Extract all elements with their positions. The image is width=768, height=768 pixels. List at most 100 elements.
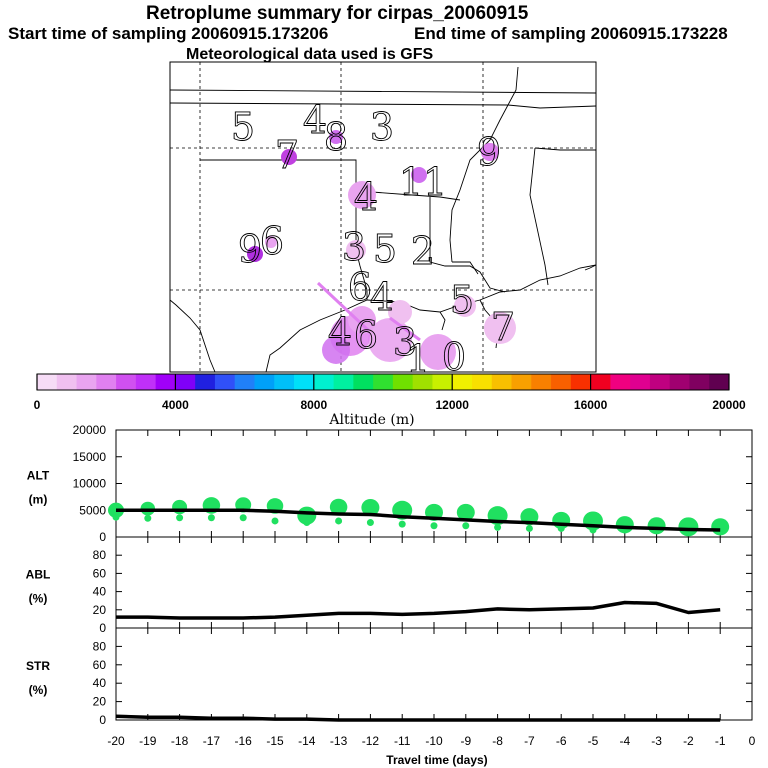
- colorbar-segment: [195, 374, 216, 390]
- plume-day-number: 5: [373, 227, 397, 271]
- plume-day-number: 3: [393, 320, 417, 364]
- plume-circle: [368, 318, 412, 362]
- plume-day-number: 4: [303, 98, 327, 142]
- colorbar-segment: [709, 374, 730, 390]
- altitude-lower-point: [271, 517, 279, 525]
- plume-day-number: 3: [342, 225, 366, 269]
- colorbar-segment: [135, 374, 157, 390]
- chart-title: Retroplume summary for cirpas_20060915: [146, 3, 529, 24]
- y-tick-label: 40: [93, 585, 107, 599]
- altitude-lower-point: [366, 519, 374, 527]
- panel-ylabel: ALT: [27, 469, 50, 483]
- colorbar-segment: [234, 374, 255, 390]
- plume-circle: [265, 236, 277, 248]
- x-tick-label: -16: [235, 734, 253, 748]
- x-tick-label: -10: [425, 734, 443, 748]
- plume-day-number: 9: [477, 130, 501, 174]
- x-tick-label: -5: [588, 734, 599, 748]
- plume-day-number: 4: [370, 275, 394, 319]
- plume-circle: [388, 300, 412, 324]
- panel-ylabel: STR: [26, 659, 50, 673]
- colorbar-segment: [155, 374, 176, 390]
- colorbar-segment: [432, 374, 453, 390]
- x-tick-label: -20: [107, 734, 125, 748]
- colorbar-segment: [116, 374, 137, 390]
- plume-day-number: 6: [354, 313, 378, 357]
- y-tick-label: 15000: [73, 450, 107, 464]
- x-tick-label: -14: [298, 734, 316, 748]
- altitude-upper-point: [456, 503, 475, 521]
- plume-day-number: 5: [231, 105, 255, 149]
- colorbar-segment: [373, 374, 394, 390]
- colorbar-segment: [551, 374, 572, 390]
- colorbar-segment: [570, 374, 591, 390]
- altitude-lower-point: [525, 524, 533, 532]
- colorbar-segment: [274, 374, 295, 390]
- altitude-lower-point: [176, 514, 184, 522]
- x-tick-label: -19: [139, 734, 157, 748]
- altitude-lower-point: [144, 514, 152, 522]
- x-tick-label: -4: [619, 734, 630, 748]
- colorbar-segment: [511, 374, 532, 390]
- colorbar-segment: [313, 374, 334, 390]
- altitude-lower-point: [557, 524, 565, 532]
- y-tick-label: 20: [93, 695, 107, 709]
- plume-day-number: 2: [411, 229, 435, 273]
- colorbar-tick-label: 16000: [574, 398, 608, 412]
- panel-ylabel-units: (%): [29, 683, 48, 697]
- plume-day-number: 4: [354, 175, 378, 219]
- colorbar-tick-labels: 0 4000 8000 12000 16000 20000: [34, 374, 746, 412]
- x-tick-label: -1: [715, 734, 726, 748]
- y-tick-label: 10000: [73, 477, 107, 491]
- plume-day-number: 6: [348, 265, 372, 309]
- panel-ylabel-units: (m): [29, 493, 48, 507]
- plume-day-number: 0: [442, 335, 466, 379]
- colorbar-segment: [37, 374, 58, 390]
- plume-circle: [420, 334, 456, 370]
- plume-day-number: 11: [399, 160, 447, 204]
- plume-circle: [348, 306, 376, 334]
- colorbar-segment: [96, 374, 117, 390]
- altitude-lower-point: [398, 520, 406, 528]
- colorbar-segment: [471, 374, 493, 390]
- x-tick-label: -3: [651, 734, 662, 748]
- colorbar-tick-label: 12000: [436, 398, 470, 412]
- colorbar-segment: [669, 374, 690, 390]
- plume-day-number: 8: [324, 115, 348, 159]
- plume-trace: [389, 316, 421, 342]
- plume-day-number: 7: [275, 133, 299, 177]
- altitude-colorbar: [36, 373, 730, 391]
- y-tick-label: 80: [93, 639, 107, 653]
- plume-day-number: 9: [238, 227, 262, 271]
- x-tick-label: -18: [171, 734, 189, 748]
- x-tick-label: -11: [394, 734, 411, 748]
- plume-circle: [411, 167, 427, 183]
- panel-ylabel: ABL: [26, 568, 51, 582]
- panel-frame: [115, 627, 753, 721]
- altitude-upper-point: [678, 517, 699, 537]
- y-tick-label: 80: [93, 548, 107, 562]
- y-tick-label: 0: [99, 530, 106, 544]
- colorbar-segment: [412, 374, 433, 390]
- plume-day-number: 3: [370, 105, 394, 149]
- altitude-lower-point: [207, 514, 215, 522]
- plume-day-number: 5: [450, 278, 474, 322]
- x-tick-label: -13: [330, 734, 348, 748]
- altitude-lower-point: [430, 522, 438, 530]
- x-tick-label: -6: [556, 734, 567, 748]
- colorbar-segment: [76, 374, 97, 390]
- altitude-lower-point: [112, 513, 120, 521]
- time-series-panels: 0 5000 10000 15000 20000 ALT (m) 0 20 40 60 80 ABL (%…: [26, 423, 756, 767]
- y-tick-label: 0: [99, 713, 106, 727]
- colorbar-tick-label: 0: [34, 398, 41, 412]
- panel-alt: 0 5000 10000 15000 20000 ALT (m): [27, 423, 753, 544]
- altitude-lower-point: [239, 514, 247, 522]
- colorbar-segment: [610, 374, 631, 390]
- altitude-lower-point: [494, 523, 502, 531]
- plume-circle: [454, 295, 476, 317]
- y-tick-label: 0: [99, 621, 106, 635]
